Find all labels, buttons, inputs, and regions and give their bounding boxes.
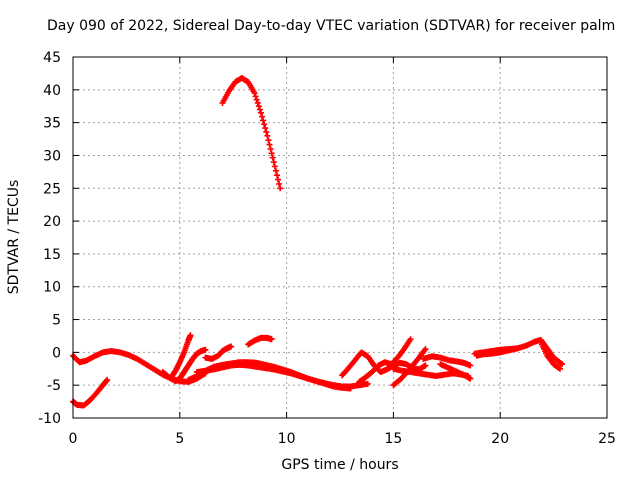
x-tick-label: 25 (598, 431, 616, 447)
data-point-marker (273, 172, 280, 179)
data-point-marker (559, 361, 566, 368)
data-point-marker (467, 375, 474, 382)
data-point-marker (263, 128, 270, 135)
data-point-marker (277, 185, 284, 192)
data-point-marker (260, 117, 267, 124)
x-axis-label: GPS time / hours (281, 457, 399, 473)
series-s11 (356, 336, 414, 385)
data-point-marker (422, 362, 429, 369)
y-tick-label: 25 (43, 181, 61, 197)
y-tick-label: 15 (43, 247, 61, 263)
data-point-marker (257, 109, 264, 116)
x-tick-label: 5 (175, 431, 184, 447)
data-point-marker (407, 336, 414, 343)
data-point-marker (269, 154, 276, 161)
series-s4 (168, 332, 194, 381)
data-point-marker (104, 376, 111, 383)
data-point-marker (267, 145, 274, 152)
data-point-marker (259, 113, 266, 120)
data-point-marker (268, 150, 275, 157)
x-tick-label: 0 (69, 431, 78, 447)
y-tick-label: -10 (38, 411, 61, 427)
data-point-marker (228, 343, 235, 350)
y-tick-label: 0 (52, 345, 61, 361)
data-point-marker (514, 345, 521, 352)
data-point-marker (253, 96, 260, 103)
data-point-marker (271, 163, 278, 170)
data-point-marker (268, 336, 275, 343)
grid-lines (73, 57, 607, 418)
series-s2 (70, 376, 111, 409)
data-point-marker (275, 176, 282, 183)
data-points (70, 75, 566, 409)
y-tick-label: 10 (43, 280, 61, 296)
y-tick-label: 5 (52, 313, 61, 329)
plot-frame (72, 56, 608, 419)
data-point-marker (270, 159, 277, 166)
data-point-marker (255, 103, 262, 110)
data-point-marker (254, 99, 261, 106)
series-s12 (390, 346, 429, 389)
y-tick-label: 40 (43, 83, 61, 99)
y-tick-label: 35 (43, 116, 61, 132)
x-tick-label: 20 (491, 431, 509, 447)
data-point-marker (264, 132, 271, 139)
axis-ticks: 0 5 10 15 20 25 -10 -5 0 5 10 15 20 25 30 35 40 45 (38, 50, 616, 447)
data-point-marker (557, 365, 564, 372)
series-s14 (420, 353, 474, 369)
data-point-marker (276, 180, 283, 187)
data-point-marker (364, 380, 371, 387)
series-s8 (219, 75, 284, 192)
data-point-marker (272, 167, 279, 174)
chart-title: Day 090 of 2022, Sidereal Day-to-day VTE… (47, 18, 616, 34)
x-tick-label: 15 (384, 431, 402, 447)
y-tick-label: 20 (43, 214, 61, 230)
data-point-marker (202, 346, 209, 353)
data-point-marker (252, 93, 259, 100)
data-point-marker (467, 362, 474, 369)
y-tick-label: 30 (43, 148, 61, 164)
series-s7 (202, 343, 235, 362)
series-s6 (193, 361, 371, 390)
data-point-marker (251, 90, 258, 97)
data-point-marker (266, 141, 273, 148)
series-s15 (437, 361, 474, 382)
y-tick-label: 45 (43, 50, 61, 66)
series-s17 (471, 345, 521, 357)
series-s9 (245, 334, 275, 348)
data-point-marker (265, 137, 272, 144)
y-tick-label: -5 (47, 378, 61, 394)
x-tick-label: 10 (278, 431, 296, 447)
data-point-marker (261, 121, 268, 128)
series-s18 (537, 339, 564, 372)
data-point-marker (262, 125, 269, 132)
data-point-marker (256, 106, 263, 113)
data-point-marker (422, 346, 429, 353)
data-point-marker (187, 332, 194, 339)
